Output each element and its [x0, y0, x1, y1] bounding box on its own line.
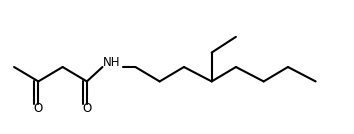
Text: O: O	[82, 102, 91, 115]
Text: NH: NH	[102, 56, 120, 69]
Text: O: O	[34, 102, 43, 115]
